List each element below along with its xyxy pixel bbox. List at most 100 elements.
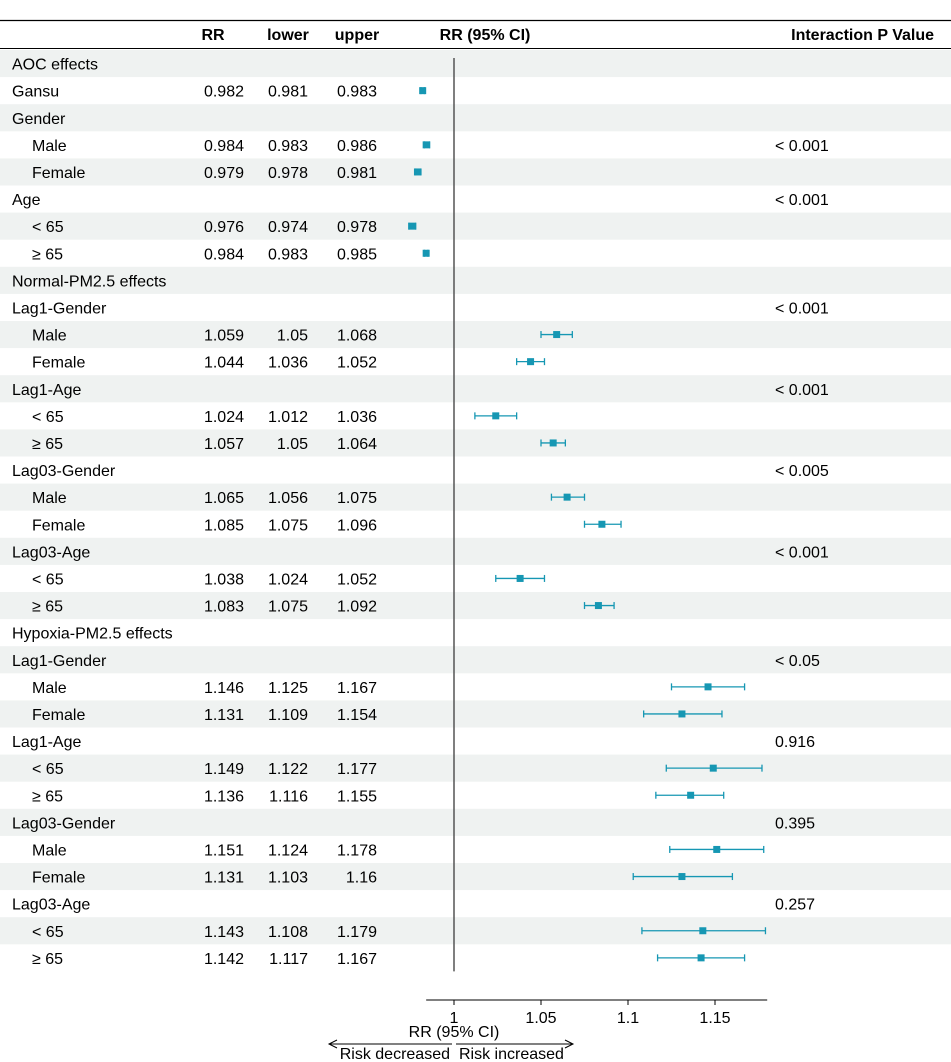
rr-point: [563, 493, 571, 501]
group-label: Hypoxia-PM2.5 effects: [12, 626, 173, 643]
lower-value: 1.075: [268, 599, 308, 616]
lower-value: 1.124: [268, 842, 308, 859]
interaction-p-value: < 0.005: [775, 463, 829, 480]
rr-value: 1.083: [204, 599, 244, 616]
lower-value: 1.056: [268, 490, 308, 507]
interaction-p-value: < 0.001: [775, 300, 829, 317]
row-stripe: [0, 375, 951, 403]
subgroup-label: ≥ 65: [32, 436, 63, 453]
rr-point: [704, 683, 712, 691]
rr-value: 0.984: [204, 246, 244, 263]
rr-value: 1.149: [204, 761, 244, 778]
header-upper: upper: [335, 27, 379, 44]
rr-value: 0.982: [204, 84, 244, 101]
lower-value: 0.983: [268, 138, 308, 155]
upper-value: 1.064: [337, 436, 377, 453]
group-label: Lag03-Age: [12, 544, 90, 561]
rr-point: [697, 954, 705, 962]
group-label: Age: [12, 192, 41, 209]
upper-value: 1.068: [337, 328, 377, 345]
lower-value: 1.116: [269, 788, 308, 805]
lower-value: 1.108: [268, 924, 308, 941]
rr-value: 1.044: [204, 355, 244, 372]
upper-value: 1.167: [337, 951, 377, 968]
rr-value: 1.024: [204, 409, 244, 426]
ci-marks: [408, 87, 767, 962]
subgroup-label: ≥ 65: [32, 788, 63, 805]
subgroup-label: Female: [32, 870, 85, 887]
upper-value: 1.16: [346, 870, 377, 887]
row-stripe: [0, 212, 951, 240]
lower-value: 1.103: [268, 870, 308, 887]
group-label: Lag03-Gender: [12, 463, 116, 480]
x-axis: 1 1.05 1.1 1.15: [426, 999, 768, 1027]
upper-value: 1.154: [337, 707, 377, 724]
row-stripe: [0, 537, 951, 565]
row-stripes: [0, 50, 951, 945]
direction-arrows: [327, 1039, 575, 1049]
rr-point: [678, 710, 686, 718]
rr-value: 0.976: [204, 219, 244, 236]
lower-value: 0.978: [268, 165, 308, 182]
upper-value: 1.155: [337, 788, 377, 805]
x-axis-label: RR (95% CI): [409, 1024, 500, 1041]
rr-point: [413, 168, 421, 176]
rr-value: 0.979: [204, 165, 244, 182]
upper-value: 0.978: [337, 219, 377, 236]
rr-value: 1.151: [204, 842, 244, 859]
upper-value: 1.096: [337, 517, 377, 534]
lower-value: 0.974: [268, 219, 308, 236]
lower-column: 0.981 0.983 0.978 0.974 0.983 1.05 1.036 1.012 1…: [268, 84, 308, 968]
upper-value: 0.985: [337, 246, 377, 263]
column-headers: RR lower upper RR (95% CI) Interaction P…: [201, 27, 934, 44]
header-lower: lower: [267, 27, 309, 44]
row-stripe: [0, 592, 951, 620]
upper-value: 1.178: [337, 842, 377, 859]
subgroup-label: Female: [32, 517, 85, 534]
lower-value: 1.024: [268, 571, 308, 588]
header-rr: RR: [201, 27, 225, 44]
subgroup-label: < 65: [32, 761, 64, 778]
rr-point: [419, 87, 427, 95]
risk-decreased-arrowhead: [327, 1039, 338, 1049]
rr-point: [598, 520, 606, 528]
subgroup-label: Female: [32, 165, 85, 182]
pvalue-column: < 0.001 < 0.001 < 0.001 < 0.001 < 0.005 < 0.0…: [775, 138, 829, 914]
row-stripe: [0, 808, 951, 836]
row-stripe: [0, 104, 951, 132]
rr-point: [527, 358, 535, 366]
rr-point: [709, 764, 717, 772]
rr-point: [713, 845, 721, 853]
rr-point: [422, 249, 430, 257]
row-stripe: [0, 158, 951, 186]
row-stripe: [0, 429, 951, 457]
subgroup-label: Gansu: [12, 84, 59, 101]
rr-point: [687, 791, 695, 799]
rr-value: 1.057: [204, 436, 244, 453]
subgroup-label: Male: [32, 138, 67, 155]
row-stripe: [0, 266, 951, 294]
header-plot: RR (95% CI): [440, 27, 531, 44]
group-label: Lag03-Age: [12, 897, 90, 914]
rr-point: [516, 574, 524, 582]
interaction-p-value: < 0.001: [775, 382, 829, 399]
rr-point: [678, 873, 686, 881]
upper-value: 1.167: [337, 680, 377, 697]
subgroup-label: Male: [32, 328, 67, 345]
subgroup-label: ≥ 65: [32, 599, 63, 616]
rr-point: [422, 141, 430, 149]
group-label: Lag1-Age: [12, 734, 81, 751]
row-stripe: [0, 646, 951, 674]
rr-value: 1.131: [204, 870, 244, 887]
rr-value: 1.143: [204, 924, 244, 941]
rr-value: 1.085: [204, 517, 244, 534]
upper-value: 0.983: [337, 84, 377, 101]
lower-value: 1.012: [268, 409, 308, 426]
group-label: Gender: [12, 111, 66, 128]
subgroup-label: < 65: [32, 219, 64, 236]
subgroup-label: Female: [32, 707, 85, 724]
subgroup-label: Female: [32, 355, 85, 372]
row-stripe: [0, 917, 951, 945]
rr-value: 1.065: [204, 490, 244, 507]
rr-value: 1.142: [204, 951, 244, 968]
